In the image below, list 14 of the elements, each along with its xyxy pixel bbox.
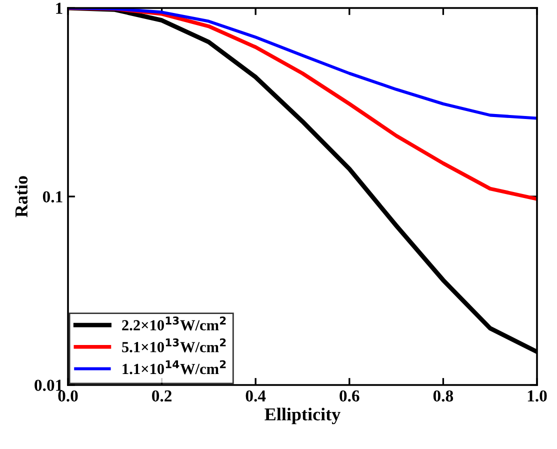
y-tick-label: 0.1 (42, 191, 62, 203)
x-tick-label: 0.4 (246, 390, 266, 402)
x-tick-label: 1.0 (528, 390, 547, 402)
x-tick-label: 0.0 (58, 390, 78, 402)
x-axis-title: Ellipticity (264, 408, 340, 424)
y-axis-title: Ratio (14, 176, 28, 218)
y-tick-label: 0.01 (34, 380, 62, 392)
x-tick-label: 0.2 (152, 390, 172, 402)
x-tick-label: 0.6 (340, 390, 360, 402)
x-tick-label: 0.8 (433, 390, 454, 402)
legend-label: 1.1×10$^{14}$W/cm$^{2}$ (122, 360, 226, 374)
legend-label: 2.2×10$^{13}$W/cm$^{2}$ (122, 316, 226, 331)
legend-label: 5.1×10$^{13}$W/cm$^{2}$ (122, 338, 226, 352)
y-tick-label: 1 (56, 2, 62, 14)
